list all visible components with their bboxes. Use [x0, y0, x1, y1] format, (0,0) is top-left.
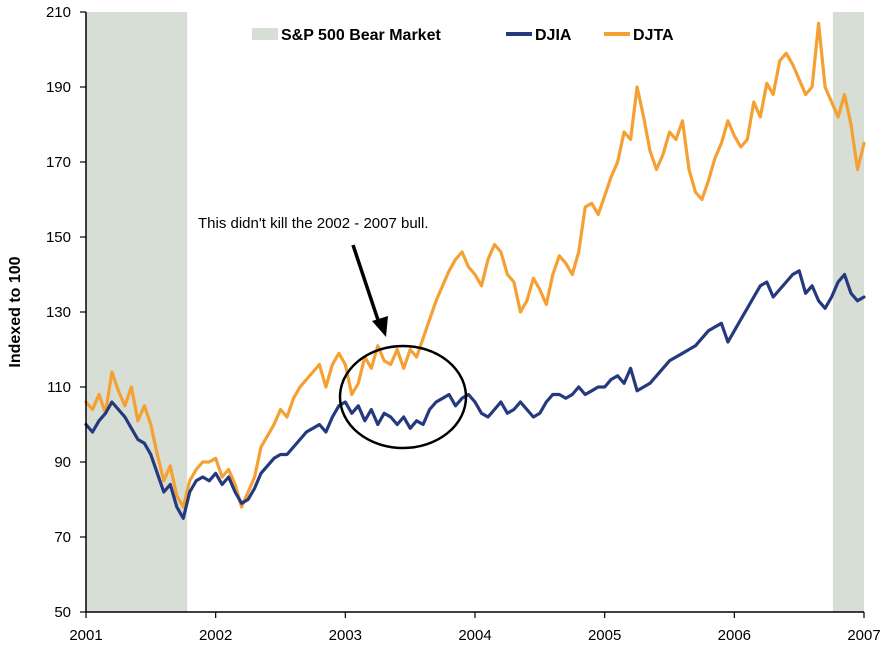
legend: S&P 500 Bear Market DJIA DJTA — [252, 27, 674, 44]
annotation-arrow-shaft — [351, 244, 382, 327]
annotation-arrow-head — [372, 316, 388, 337]
annotation-text: This didn't kill the 2002 - 2007 bull. — [198, 215, 429, 232]
y-tick-label: 130 — [46, 304, 71, 321]
legend-label-bear-market: S&P 500 Bear Market — [281, 27, 441, 44]
y-tick-label: 90 — [54, 454, 71, 471]
legend-swatch-bear-market — [252, 28, 278, 40]
series-line-djta — [84, 21, 866, 509]
y-tick-label: 150 — [46, 229, 71, 246]
y-tick-label: 170 — [46, 154, 71, 171]
bear-market-bands — [86, 12, 864, 612]
annotation: This didn't kill the 2002 - 2007 bull. — [198, 215, 468, 450]
x-tick-label: 2002 — [199, 627, 232, 644]
legend-label-djta: DJTA — [633, 27, 674, 44]
bear-market-band-1 — [86, 12, 188, 612]
y-tick-label: 190 — [46, 79, 71, 96]
y-axis-label: Indexed to 100 — [7, 256, 24, 367]
x-tick-label: 2007 — [847, 627, 880, 644]
x-axis-ticks: 2001 2002 2003 2004 2005 2006 2007 — [69, 612, 881, 644]
legend-label-djia: DJIA — [535, 27, 572, 44]
series-lines — [84, 21, 866, 520]
x-tick-label: 2005 — [588, 627, 621, 644]
bear-market-band-2 — [832, 12, 864, 612]
y-tick-label: 50 — [54, 604, 71, 621]
x-tick-label: 2006 — [718, 627, 751, 644]
x-tick-label: 2004 — [458, 627, 491, 644]
y-tick-label: 70 — [54, 529, 71, 546]
y-tick-label: 110 — [47, 379, 71, 396]
x-tick-label: 2001 — [69, 627, 102, 644]
x-tick-label: 2003 — [329, 627, 362, 644]
annotation-circle — [338, 344, 468, 450]
series-line-djia — [84, 269, 866, 520]
y-axis-ticks: 50 70 90 110 130 150 170 190 210 — [46, 4, 86, 621]
y-tick-label: 210 — [46, 4, 71, 21]
